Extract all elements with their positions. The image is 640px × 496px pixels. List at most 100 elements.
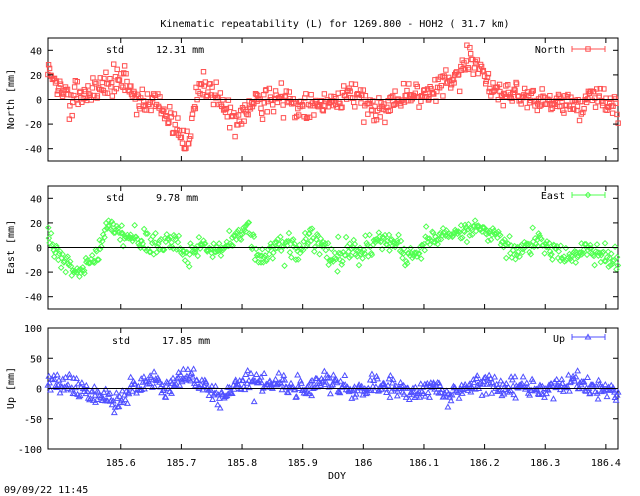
data-point <box>353 253 361 260</box>
data-point <box>313 375 321 382</box>
data-point <box>461 380 469 388</box>
data-point <box>237 236 245 244</box>
data-point <box>467 44 473 51</box>
data-point <box>270 249 277 257</box>
panel-east: -40 -20 0 20 40 East [mm] std 9.78 mm East <box>6 185 622 310</box>
data-point <box>327 382 335 389</box>
data-point <box>591 89 597 95</box>
data-point <box>174 374 182 381</box>
data-point <box>190 249 198 256</box>
data-point <box>71 384 79 391</box>
data-point <box>308 91 314 98</box>
data-point <box>370 98 376 104</box>
data-point <box>118 71 124 77</box>
data-point <box>411 393 419 401</box>
data-point <box>385 108 392 114</box>
y-tick-label: 40 <box>30 194 42 205</box>
data-point <box>259 116 266 122</box>
data-point <box>73 374 81 382</box>
data-point <box>603 393 611 400</box>
data-point <box>227 104 234 111</box>
data-point <box>295 112 302 118</box>
data-point <box>138 237 145 245</box>
panel-up-legend: Up <box>553 333 606 345</box>
data-point <box>109 220 117 228</box>
data-point <box>435 236 442 244</box>
data-point <box>539 86 545 92</box>
data-point <box>600 248 607 256</box>
data-point <box>278 80 285 86</box>
data-point <box>341 252 349 259</box>
data-point <box>436 382 444 389</box>
data-point <box>368 249 375 257</box>
data-point <box>91 259 98 267</box>
data-point <box>320 367 328 374</box>
data-point <box>161 106 167 112</box>
data-point <box>53 371 61 378</box>
x-tick-label: 185.9 <box>288 458 318 469</box>
data-point <box>542 243 550 251</box>
data-point <box>424 234 431 242</box>
data-point <box>526 248 533 256</box>
data-point <box>309 234 317 242</box>
data-point <box>263 255 271 263</box>
data-point <box>48 242 56 250</box>
data-point <box>486 380 494 387</box>
data-point <box>258 379 265 386</box>
data-point <box>422 223 430 230</box>
data-point <box>538 390 546 397</box>
data-point <box>369 108 375 114</box>
data-point <box>44 224 52 231</box>
data-point <box>133 386 141 393</box>
data-point <box>103 69 109 76</box>
data-point <box>373 116 380 123</box>
data-point <box>235 112 242 118</box>
data-point <box>526 391 534 398</box>
data-point <box>484 376 492 383</box>
data-point <box>195 233 203 241</box>
data-point <box>240 224 247 232</box>
data-point <box>609 384 617 391</box>
y-tick-label: 0 <box>36 244 42 255</box>
data-point <box>334 268 341 275</box>
data-point <box>131 380 139 387</box>
x-tick-label: 186.3 <box>530 458 560 469</box>
data-point <box>406 81 412 87</box>
data-point <box>529 88 535 95</box>
data-point <box>586 389 594 396</box>
data-point <box>69 112 75 119</box>
data-point <box>245 219 253 226</box>
data-point <box>308 225 316 233</box>
data-point <box>275 369 283 376</box>
data-point <box>175 232 183 240</box>
data-point <box>431 239 439 246</box>
data-point <box>119 242 127 250</box>
data-point <box>303 388 311 395</box>
data-point <box>271 239 279 246</box>
legend-up-label: Up <box>553 334 565 345</box>
data-point <box>151 239 159 246</box>
data-point <box>432 77 438 83</box>
data-point <box>512 87 518 93</box>
data-point <box>325 261 332 269</box>
data-point <box>584 373 592 380</box>
data-point <box>148 239 156 247</box>
data-point <box>277 233 284 241</box>
data-point <box>94 93 101 99</box>
data-point <box>524 383 532 391</box>
data-point <box>614 388 622 395</box>
data-point <box>115 402 123 410</box>
data-point <box>481 224 488 232</box>
data-point <box>238 231 246 238</box>
data-point <box>366 231 373 239</box>
data-point <box>123 71 129 77</box>
panel-north-yticks: -40 -20 0 20 40 <box>24 46 618 156</box>
data-point <box>172 380 180 387</box>
data-point <box>500 243 507 251</box>
data-point <box>374 375 381 382</box>
data-point <box>382 119 388 126</box>
data-point <box>104 222 112 230</box>
data-point <box>601 257 608 265</box>
data-point <box>321 91 328 97</box>
data-point <box>490 80 496 86</box>
